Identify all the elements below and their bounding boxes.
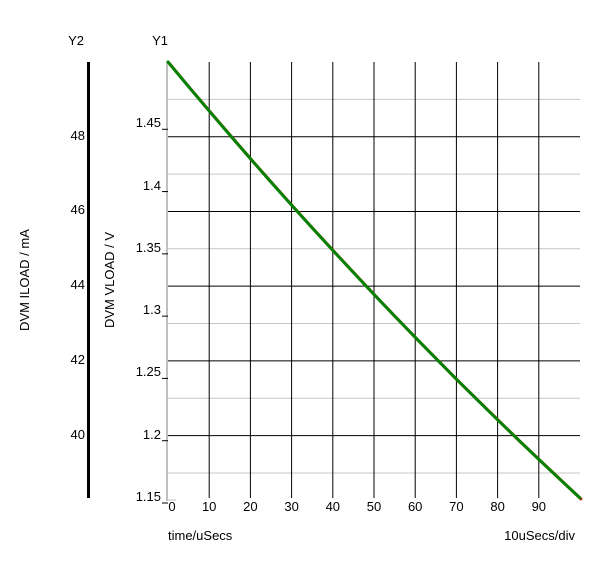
x-tick-label: 90 <box>531 499 547 514</box>
x-tick-label: 70 <box>449 499 464 514</box>
y2-tick-label: 46 <box>70 202 85 218</box>
y1-tick-label: 1.35 <box>135 239 161 255</box>
y1-tick-label: 1.4 <box>142 177 161 193</box>
y2-axis-header: Y2 <box>68 33 84 48</box>
x-tick-label: 0 <box>168 499 176 514</box>
y2-tick-label: 40 <box>70 426 85 442</box>
x-tick-label: 40 <box>325 499 341 514</box>
x-axis-title: time/uSecs <box>168 528 233 543</box>
y2-axis-title: DVM ILOAD / mA <box>17 229 32 331</box>
y1-axis-header: Y1 <box>152 33 168 48</box>
y1-tick-label: 1.45 <box>135 115 161 131</box>
y2-tick-label: 42 <box>70 351 85 367</box>
y1-tick-label: 1.2 <box>142 426 161 442</box>
y2-tick-label: 44 <box>70 277 85 293</box>
y2-tick-label: 48 <box>70 127 85 143</box>
x-division-label: 10uSecs/div <box>504 528 575 543</box>
x-tick-label: 60 <box>407 499 423 514</box>
x-tick-label: 30 <box>284 499 299 514</box>
trace-iload <box>167 61 583 501</box>
x-tick-label: 80 <box>490 499 505 514</box>
x-tick-label: 50 <box>366 499 382 514</box>
y1-tick-label: 1.25 <box>135 364 161 380</box>
x-tick-label: 20 <box>243 499 258 514</box>
x-tick-label: 10 <box>201 499 217 514</box>
y1-tick-label: 1.15 <box>135 489 161 504</box>
trace-vload <box>166 60 582 500</box>
y1-tick-label: 1.3 <box>142 302 161 318</box>
